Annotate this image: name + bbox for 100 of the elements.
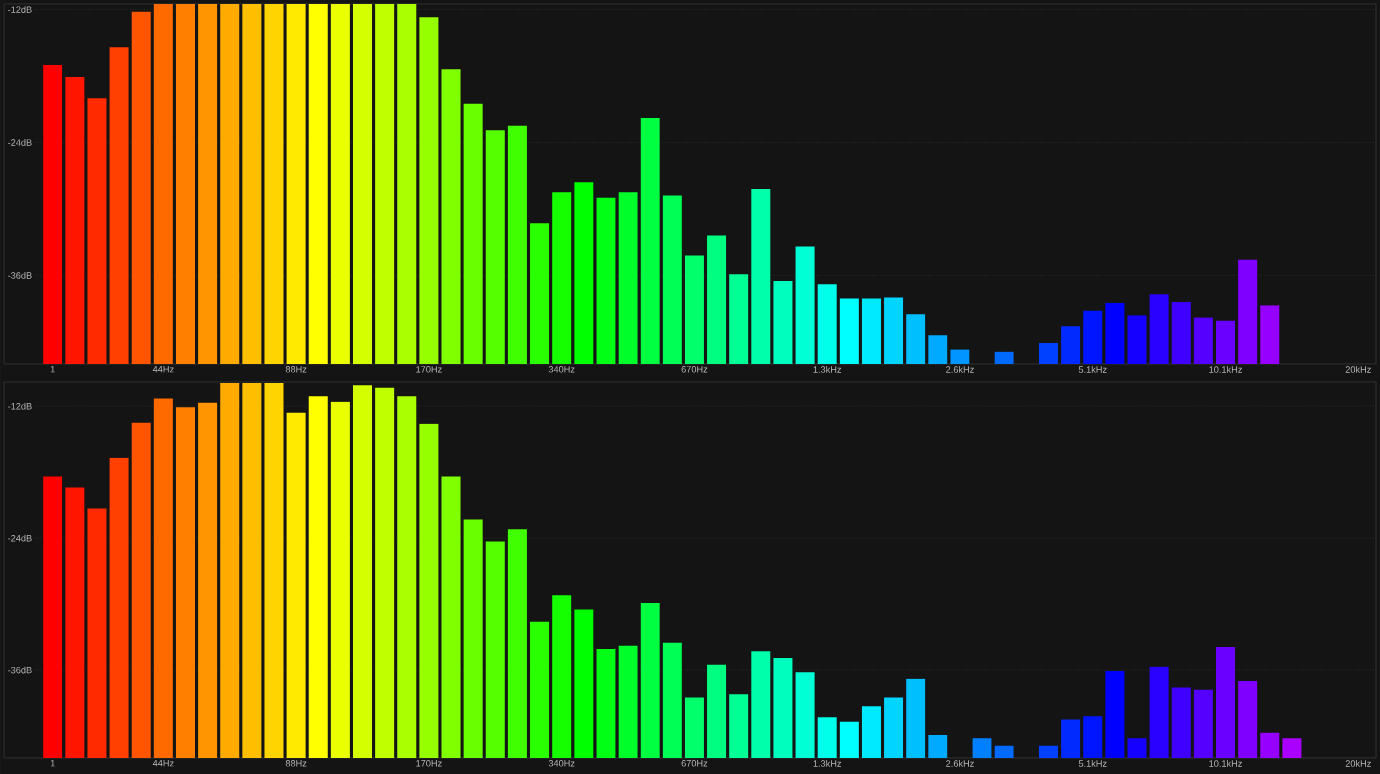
bar <box>375 387 395 758</box>
bar <box>817 284 837 364</box>
bar <box>1038 745 1059 758</box>
bar <box>861 706 881 758</box>
bar <box>1260 732 1280 758</box>
bar <box>220 383 240 758</box>
bar <box>640 602 660 758</box>
bar <box>972 738 992 758</box>
bar <box>397 396 417 758</box>
bar <box>839 721 859 758</box>
bar <box>1171 301 1191 364</box>
bar <box>1282 738 1302 758</box>
bar <box>87 98 107 364</box>
bar <box>109 47 129 364</box>
bar <box>419 17 439 364</box>
bar <box>330 3 350 364</box>
bar <box>1105 671 1125 758</box>
bar <box>242 383 262 758</box>
bar <box>463 519 483 758</box>
bar <box>375 3 395 364</box>
bar <box>308 396 328 758</box>
bar <box>707 664 727 758</box>
bar <box>1260 305 1280 364</box>
bar <box>817 717 837 758</box>
bar <box>884 697 904 758</box>
bar <box>264 3 284 364</box>
bar <box>65 77 85 364</box>
bar <box>220 3 240 364</box>
bar <box>397 3 417 364</box>
bar <box>242 3 262 364</box>
bar <box>928 734 948 758</box>
bar <box>198 402 218 758</box>
bar <box>1149 294 1169 364</box>
bar <box>131 422 151 758</box>
bar <box>1083 310 1103 364</box>
bar <box>773 657 793 758</box>
bar <box>286 412 306 758</box>
bar <box>773 280 793 364</box>
bar <box>419 423 439 758</box>
bar <box>1061 326 1081 364</box>
bar <box>530 621 550 758</box>
bar <box>109 457 129 758</box>
bar <box>463 103 483 364</box>
bar <box>795 246 815 364</box>
bar <box>1127 738 1147 758</box>
bar <box>684 255 704 364</box>
bar <box>950 349 970 364</box>
bar <box>906 314 926 364</box>
bar <box>618 645 638 758</box>
bar <box>994 745 1014 758</box>
bar <box>485 130 505 364</box>
bar <box>352 385 373 758</box>
bar <box>1216 646 1236 758</box>
bar <box>153 3 173 364</box>
bar <box>1238 259 1258 364</box>
bar <box>87 508 107 758</box>
bar <box>1216 320 1236 364</box>
bar <box>1193 689 1213 758</box>
bar <box>552 595 572 758</box>
bar <box>751 188 771 364</box>
bar <box>1127 315 1147 364</box>
bar <box>640 118 660 364</box>
bar <box>839 298 859 364</box>
bar <box>131 11 151 364</box>
bar <box>1238 681 1258 758</box>
bar <box>264 383 284 758</box>
bar <box>861 298 881 364</box>
bar <box>596 649 616 758</box>
bar <box>707 235 727 364</box>
bar <box>994 351 1014 364</box>
bar <box>507 529 527 758</box>
bar <box>795 672 815 758</box>
bar <box>684 697 704 758</box>
bar <box>729 274 749 364</box>
bar <box>441 476 461 758</box>
bar <box>330 401 350 758</box>
bar <box>928 335 948 364</box>
bar <box>574 182 594 364</box>
bar <box>507 125 527 364</box>
bar <box>286 3 306 364</box>
bar <box>441 69 461 364</box>
bar <box>1171 687 1191 758</box>
bar <box>662 642 682 758</box>
bar <box>198 3 218 364</box>
bar <box>596 197 616 364</box>
bar <box>352 3 373 364</box>
bar <box>1193 317 1213 364</box>
bar <box>43 64 63 364</box>
bar <box>662 195 682 364</box>
bar <box>65 487 85 758</box>
bar <box>43 476 63 758</box>
bar <box>1105 303 1125 364</box>
bar <box>175 3 195 364</box>
bar <box>1149 666 1169 758</box>
bar <box>618 192 638 364</box>
bar <box>530 223 550 364</box>
bar <box>906 678 926 758</box>
bar <box>552 192 572 364</box>
bar <box>1061 719 1081 758</box>
bar <box>1038 342 1059 364</box>
